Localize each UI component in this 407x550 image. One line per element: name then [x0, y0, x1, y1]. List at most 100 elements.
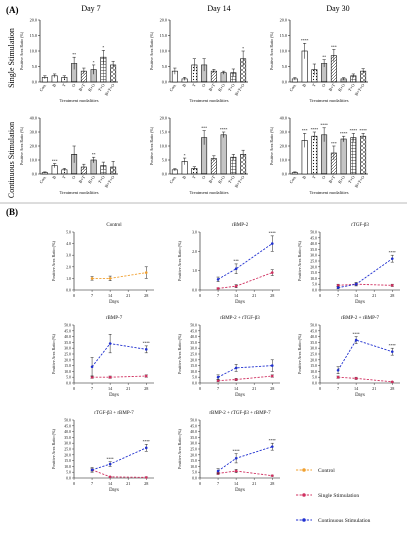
- y-tick-label: 10.0: [30, 49, 37, 54]
- category-label: T: [191, 82, 197, 87]
- x-tick-label: 28: [270, 293, 274, 298]
- day-header-day14: Day 14: [207, 4, 230, 13]
- data-point: [234, 469, 238, 473]
- legend-item: Continuous Stimulation: [296, 518, 371, 524]
- category-label: B+O: [217, 83, 226, 93]
- series-line: [337, 339, 393, 371]
- line-chart-7: rBMP-2 + rTGF-β3 + rBMP-7 0.0 5.0 10.0 15.0 2…: [177, 411, 280, 493]
- legend: Control Single Stimulation Continuous Stim…: [296, 468, 371, 524]
- x-axis-title: Days: [235, 300, 245, 305]
- data-point: [108, 342, 112, 345]
- significance-marker: ***: [331, 142, 337, 146]
- data-point: [336, 286, 340, 289]
- x-tick-label: 28: [144, 293, 148, 298]
- y-tick-label: 10.0: [190, 465, 197, 469]
- x-tick-label: 7: [91, 481, 93, 486]
- y-tick-label: 15.0: [310, 364, 317, 368]
- y-axis-title: Positive Area Ratio (%): [19, 31, 24, 70]
- x-tick-label: 21: [252, 386, 256, 391]
- x-tick-label: 7: [337, 293, 339, 298]
- data-point: [390, 350, 394, 353]
- y-tick-label: 45.0: [190, 424, 197, 428]
- y-tick-label: 40.0: [280, 116, 287, 121]
- y-axis-title: Positive Area Ratio (%): [177, 240, 182, 280]
- category-label: B+T+O: [234, 175, 246, 189]
- category-label: B: [181, 175, 187, 180]
- y-tick-label: 10.0: [310, 370, 317, 374]
- x-axis-title: Treatment modalities: [310, 190, 349, 195]
- data-point: [216, 287, 220, 290]
- y-tick-label: 45.0: [190, 329, 197, 333]
- x-tick-label: 0: [73, 481, 75, 486]
- y-tick-label: 20.0: [160, 18, 167, 23]
- line-chart-title: Control: [106, 223, 122, 228]
- data-point: [144, 374, 148, 378]
- x-tick-label: 14: [108, 481, 113, 486]
- y-tick-label: 0.0: [312, 289, 317, 293]
- category-label: B+T+O: [104, 83, 116, 97]
- category-label: B+O: [337, 83, 346, 93]
- y-axis-title: Positive Area Ratio (%): [149, 31, 154, 70]
- bar: [350, 137, 357, 175]
- x-tick-label: 14: [354, 386, 359, 391]
- bar: [340, 138, 347, 175]
- category-label: B+T+O: [234, 83, 246, 97]
- data-point: [108, 375, 112, 379]
- y-tick-label: 0.0: [192, 382, 197, 386]
- x-tick-label: 28: [390, 386, 394, 391]
- category-label: T+O: [227, 83, 236, 93]
- x-tick-label: 21: [126, 481, 130, 486]
- data-point: [354, 282, 358, 286]
- y-axis-title: Positive Area Ratio (%): [19, 126, 24, 165]
- category-label: T+O: [347, 175, 356, 185]
- y-tick-label: 15.0: [160, 130, 167, 135]
- significance-marker: ****: [389, 251, 396, 255]
- significance-marker: ****: [233, 449, 240, 453]
- x-tick-label: 0: [199, 481, 201, 486]
- data-point: [216, 375, 220, 379]
- y-tick-label: 5.0: [192, 471, 197, 475]
- line-chart-1: rBMP-2 0.0 1.0 2.0 3.0 0 7 14 21 28 Days Positive A…: [177, 223, 280, 305]
- y-tick-label: 45.0: [64, 424, 71, 428]
- y-tick-label: 1.0: [192, 269, 197, 273]
- y-tick-label: 5.0: [66, 471, 71, 475]
- bar-chart-4: 0.0 5.0 10.0 15.0 20.0 Positive Area Ratio (%…: [149, 116, 248, 195]
- data-point: [270, 474, 274, 477]
- line-chart-6: rTGF-β3 + rBMP-7 0.0 5.0 10.0 15.0 20.025.0 30…: [51, 411, 154, 493]
- legend-label: Control: [318, 468, 335, 474]
- data-point: [390, 284, 394, 287]
- x-tick-label: 21: [372, 293, 376, 298]
- category-label: T+O: [97, 83, 106, 93]
- y-tick-label: 20.0: [310, 265, 317, 269]
- significance-marker: ****: [350, 129, 358, 133]
- data-point: [270, 242, 274, 245]
- category-label: B+T: [78, 82, 87, 92]
- legend-item: Control: [296, 468, 335, 474]
- y-tick-label: 30.0: [30, 130, 37, 135]
- y-tick-label: 20.0: [160, 116, 167, 121]
- series-line: [217, 365, 273, 378]
- data-point: [144, 446, 148, 450]
- bar-chart-3: 0.0 10.0 20.0 30.0 40.0 Positive Area Ratio (…: [19, 116, 118, 195]
- category-label: B+T+O: [354, 175, 366, 189]
- y-tick-label: 0.0: [66, 382, 71, 386]
- panel-b-label: (B): [6, 207, 18, 217]
- y-tick-label: 15.0: [30, 33, 37, 38]
- category-label: T+O: [347, 83, 356, 93]
- data-point: [354, 338, 358, 342]
- bar-charts: 0.0 5.0 10.0 15.0 20.0 Positive Area Ratio (%…: [19, 18, 368, 195]
- significance-marker: ****: [301, 39, 309, 43]
- category-label: T+O: [97, 175, 106, 185]
- category-label: O: [321, 83, 327, 88]
- y-tick-label: 35.0: [64, 341, 71, 345]
- y-tick-label: 20.0: [30, 144, 37, 149]
- significance-marker: *: [102, 46, 104, 50]
- y-tick-label: 15.0: [190, 364, 197, 368]
- x-tick-label: 21: [372, 386, 376, 391]
- y-axis-title: Positive Area Ratio (%): [51, 333, 56, 373]
- x-axis-title: Days: [355, 393, 365, 398]
- y-tick-label: 4.0: [66, 242, 71, 246]
- y-tick-label: 35.0: [190, 341, 197, 345]
- data-point: [270, 271, 274, 274]
- series-line: [217, 243, 273, 280]
